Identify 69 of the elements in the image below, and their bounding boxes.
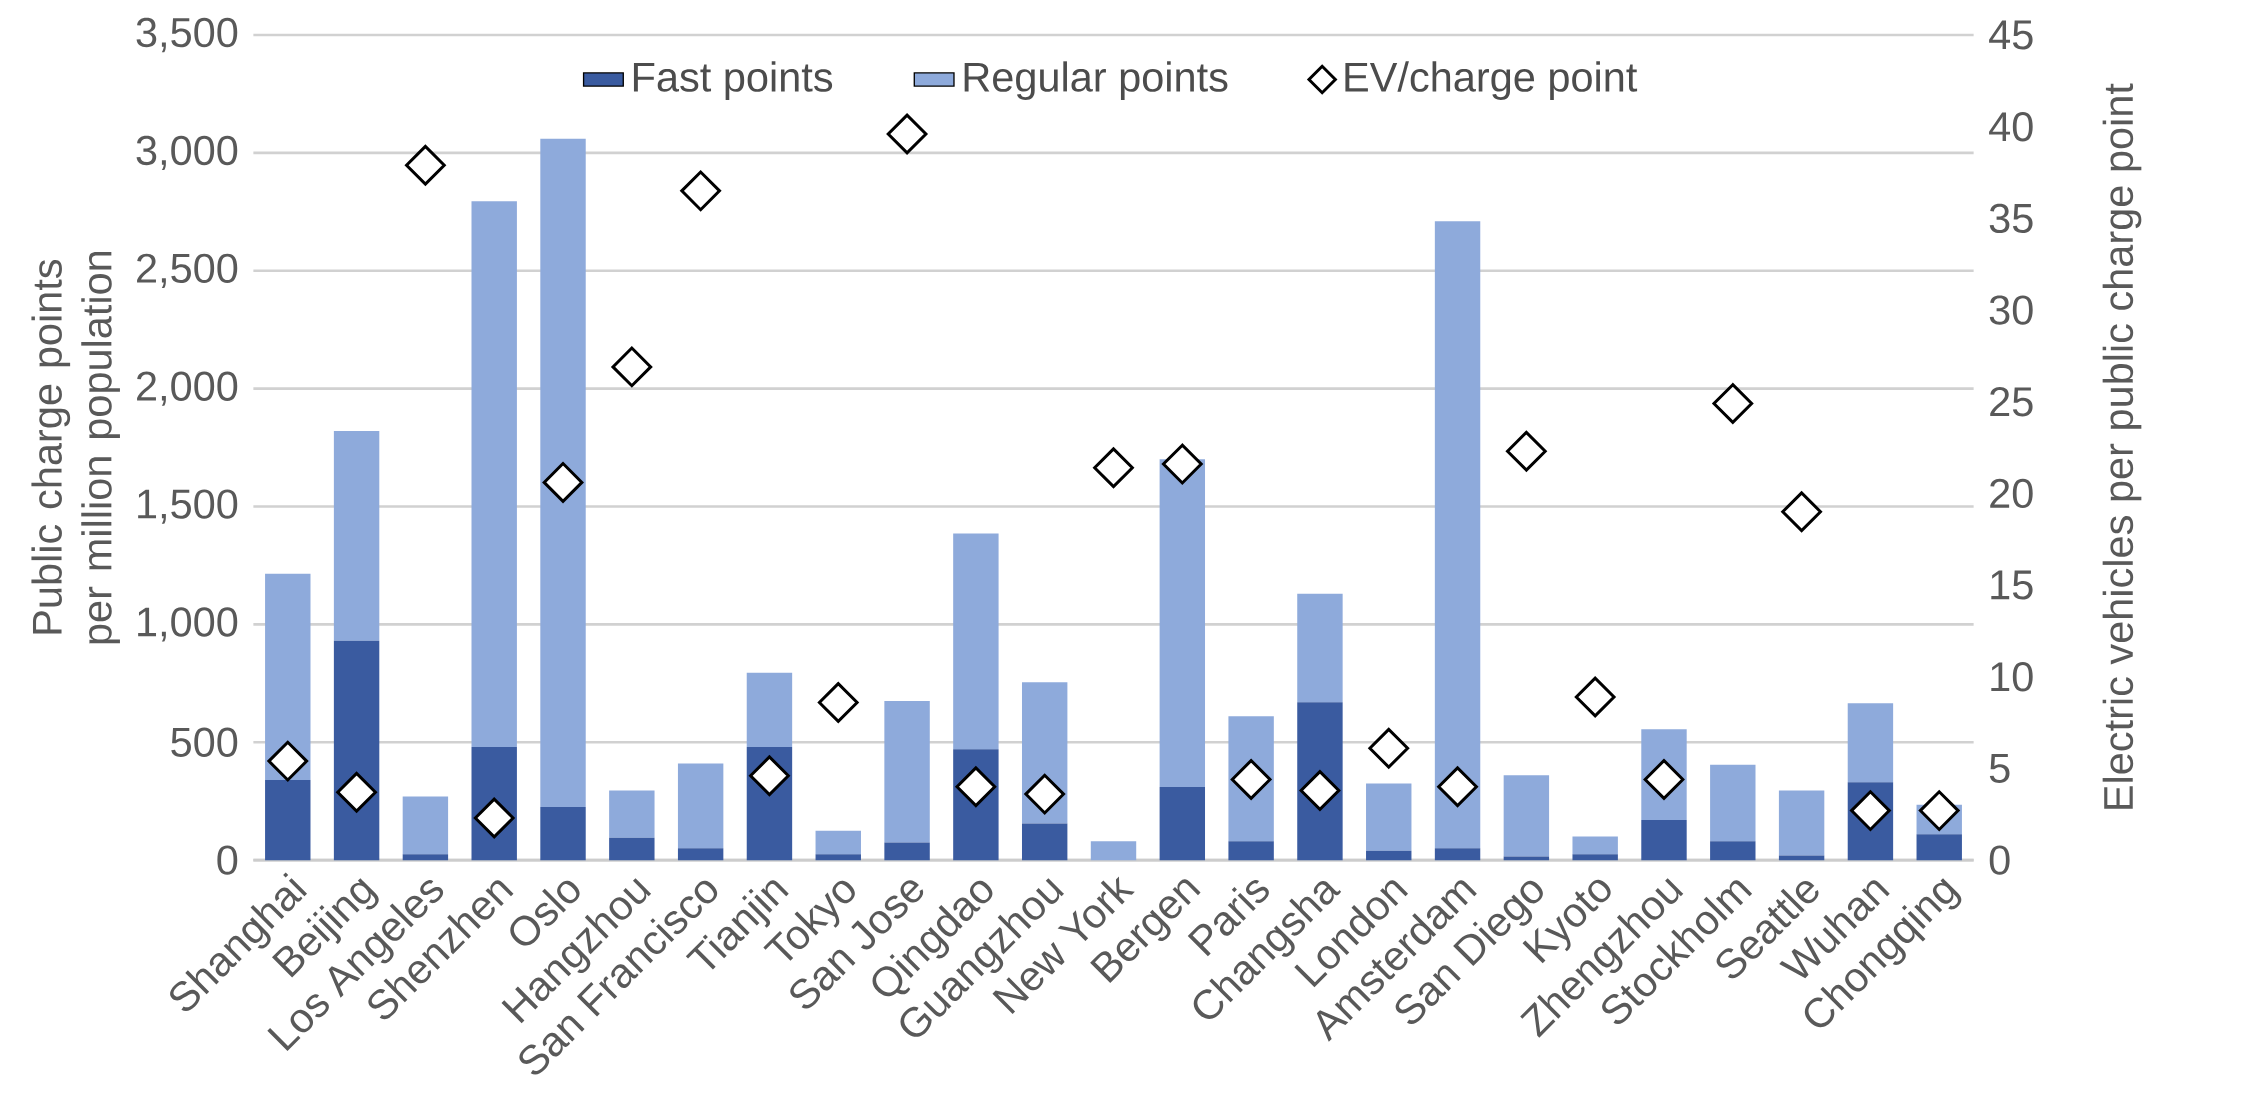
- bar: [1366, 850, 1412, 861]
- bar: [1572, 854, 1618, 861]
- bar: [265, 780, 311, 861]
- bar: [265, 573, 311, 781]
- bar: [402, 854, 449, 861]
- point: [542, 462, 584, 503]
- bar: [1778, 790, 1825, 856]
- bar: [1778, 855, 1825, 861]
- bar: [1159, 787, 1206, 861]
- y-tick-label: 500: [171, 727, 238, 758]
- bar: [1572, 836, 1618, 855]
- bar: [1847, 703, 1894, 783]
- bar: [471, 201, 517, 748]
- bar: [746, 672, 793, 748]
- bar: [815, 830, 861, 855]
- bar: [1021, 823, 1068, 861]
- point: [1918, 790, 1960, 832]
- bar: [333, 431, 380, 641]
- bar: [1434, 848, 1481, 861]
- point: [1161, 443, 1203, 485]
- bar: [1710, 841, 1756, 861]
- y2-tick-label: 35: [1989, 203, 2033, 234]
- bar: [540, 807, 586, 861]
- y-tick-label: 2,000: [137, 371, 238, 406]
- y-tick-label: 1,000: [138, 607, 238, 642]
- y-tick-label: 1,500: [138, 489, 238, 524]
- bar: [884, 701, 930, 843]
- bar: [609, 790, 655, 838]
- bar: [677, 848, 724, 861]
- bar: [1641, 820, 1687, 861]
- y2-tick-label: 15: [1991, 570, 2033, 600]
- y2-tick-label: 10: [1991, 662, 2033, 692]
- point: [1437, 766, 1478, 808]
- y2-tick-label: 45: [1989, 20, 2033, 50]
- y-tick-label: 3,000: [136, 135, 238, 171]
- bar: [953, 533, 999, 750]
- bar: [333, 640, 380, 861]
- bar: [1366, 783, 1412, 851]
- y2-tick-label: 25: [1990, 387, 2033, 417]
- y2-tick-label: 0: [1989, 845, 2010, 875]
- bar: [609, 837, 655, 861]
- bar: [1159, 459, 1206, 788]
- bar: [1434, 221, 1481, 849]
- bar: [1710, 764, 1756, 842]
- y2-tick-label: 5: [1989, 754, 2010, 784]
- point: [749, 755, 790, 797]
- y-tick-label: 3,500: [136, 17, 238, 53]
- y2-tick-label: 20: [1990, 478, 2033, 509]
- legend-label: Regular points: [964, 61, 1228, 101]
- bar: [677, 763, 724, 849]
- y2-tick-label: 40: [1989, 112, 2033, 142]
- legend-label: EV/charge point: [1345, 61, 1638, 101]
- y2-tick-label: 30: [1989, 295, 2033, 325]
- bar: [884, 842, 930, 861]
- point: [1024, 773, 1066, 815]
- point: [267, 740, 309, 782]
- bar: [1090, 841, 1137, 861]
- y-tick-label: 2,500: [137, 253, 238, 288]
- legend-label: Fast points: [633, 61, 833, 101]
- point: [336, 772, 377, 813]
- bar: [1228, 841, 1274, 861]
- y2-axis-title: Electric vehicles per public charge point: [2102, 83, 2142, 809]
- y-axis-title: Public charge points per million population: [31, 252, 120, 644]
- bar: [815, 854, 861, 861]
- bar: [1916, 834, 1962, 861]
- bar: [540, 138, 586, 808]
- bar: [1297, 593, 1343, 703]
- bar: [1503, 775, 1550, 857]
- bar: [402, 796, 449, 855]
